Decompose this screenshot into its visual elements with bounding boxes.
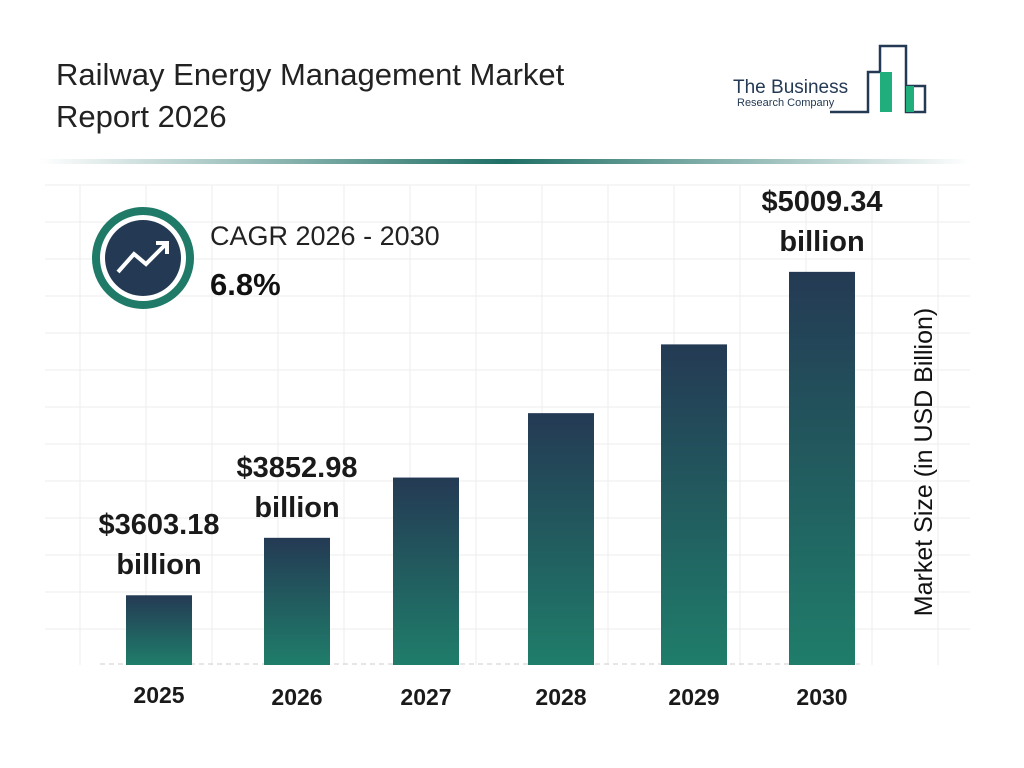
chart-title: Railway Energy Management Market Report … [56,57,565,134]
logo: The Business Research Company [733,44,927,114]
background-grid [45,184,970,665]
bar [264,537,330,665]
cagr-value: 6.8% [210,267,281,302]
cagr-icon [105,220,181,296]
x-tick-label: 2030 [796,684,848,710]
data-label: $5009.34 billion [761,185,883,258]
data-label: $3603.18 billion [98,509,220,582]
bar [393,477,459,665]
x-tick-label: 2026 [271,684,323,710]
cagr-label: CAGR 2026 - 2030 [210,221,440,251]
trend-arrow [116,242,168,274]
trend-arrow-head [156,241,169,254]
divider [40,159,970,164]
bar [789,271,855,665]
bar [528,413,594,665]
x-tick-label: 2025 [133,682,185,708]
x-tick-label: 2027 [400,684,452,710]
logo-text: The Business [733,77,848,98]
y-axis-label: Market Size (in USD Billion) [910,308,938,616]
x-tick-label: 2029 [668,684,720,710]
logo-text: Research Company [737,97,835,109]
x-tick-label: 2028 [535,684,587,710]
bar [126,595,192,665]
bar [661,344,727,665]
data-label: $3852.98 billion [236,451,358,524]
